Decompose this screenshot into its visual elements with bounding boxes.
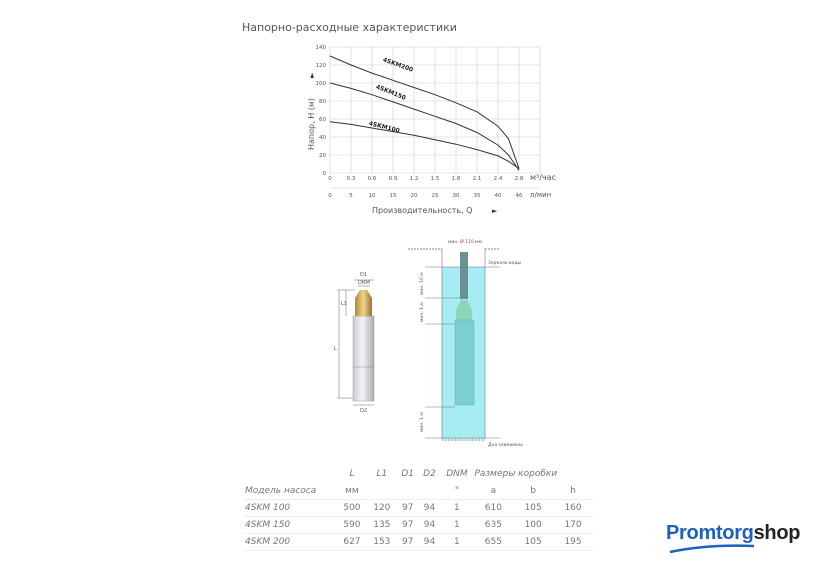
x-tick-label-secondary: 10: [369, 193, 376, 199]
x-tick-label-primary: 2.1: [473, 176, 482, 182]
y-tick-label: 100: [316, 81, 327, 87]
value-cell: 627: [337, 533, 367, 551]
value-cell: 120: [366, 499, 397, 517]
series-line-4SKM200: [329, 55, 520, 169]
label-dnm: DNM: [358, 280, 370, 286]
well-drawing: мин. Ø 110 мм Зеркало воды мин. 10 м мин…: [408, 238, 523, 448]
y-tick-label: 0: [323, 171, 327, 177]
label-min-10m: мин. 10 м: [419, 272, 425, 295]
x-axis-arrow: ►: [492, 207, 498, 215]
x-tick-label-secondary: 46: [516, 193, 523, 199]
label-d1: D1: [360, 272, 367, 278]
performance-chart: 020406080100120140000.350.6100.9151.2201…: [307, 45, 556, 215]
table-row: 4SKM 200 627 153 97 94 1 655 105 195: [243, 533, 593, 551]
value-cell: 590: [337, 516, 367, 534]
label-min-1m-top: мин. 1 м: [419, 302, 425, 322]
value-cell: 94: [418, 516, 441, 534]
x-tick-label-primary: 2.4: [494, 176, 503, 182]
value-cell: 153: [366, 533, 397, 551]
x-tick-label-secondary: 20: [411, 193, 418, 199]
y-tick-label: 80: [319, 99, 326, 105]
label-l1: L1: [341, 301, 347, 307]
table-row: 4SKM 150 590 135 97 94 1 635 100 170: [243, 516, 593, 534]
table-subheader-row: Модель насоса мм " a b h: [243, 483, 593, 500]
x-unit-secondary: л/мин: [530, 191, 551, 199]
y-tick-label: 120: [316, 63, 327, 69]
x-tick-label-primary: 1.2: [410, 176, 419, 182]
label-well-bottom: Дно скважины: [488, 442, 523, 448]
x-tick-label-primary: 0: [328, 176, 332, 182]
promtorgshop-logo[interactable]: Promtorgshop: [666, 522, 800, 554]
col-box-size: Размеры коробки: [474, 469, 558, 479]
y-tick-label: 20: [319, 153, 326, 159]
value-cell: 105: [513, 533, 554, 551]
value-cell: 94: [418, 499, 441, 517]
x-tick-label-primary: 1.8: [452, 176, 461, 182]
value-cell: 100: [513, 516, 554, 534]
label-l: L: [334, 346, 337, 352]
x-tick-label-primary: 0.6: [368, 176, 377, 182]
col-d2: D2: [423, 469, 436, 479]
section-title: Напорно-расходные характеристики: [242, 21, 457, 34]
x-tick-label-secondary: 0: [328, 193, 332, 199]
model-cell: 4SKM 100: [243, 499, 337, 517]
value-cell: 97: [396, 533, 419, 551]
series-line-4SKM150: [329, 82, 520, 171]
x-tick-label-secondary: 5: [349, 193, 353, 199]
spec-table: L L1 D1 D2 DNM Размеры коробки Модель на…: [243, 465, 593, 551]
x-tick-label-primary: 0.3: [347, 176, 356, 182]
table-row: 4SKM 100 500 120 97 94 1 610 105 160: [243, 499, 593, 517]
value-cell: 500: [337, 499, 367, 517]
x-tick-label-secondary: 40: [495, 193, 502, 199]
value-cell: 1: [440, 516, 474, 534]
x-tick-label-secondary: 30: [453, 193, 460, 199]
value-cell: 635: [473, 516, 514, 534]
y-axis-label: Напор, Н (м): [307, 98, 316, 150]
label-min-1m-bottom: мин. 1 м: [419, 412, 425, 432]
value-cell: 1: [440, 499, 474, 517]
value-cell: 105: [513, 499, 554, 517]
value-cell: 195: [553, 533, 593, 551]
x-tick-label-secondary: 15: [390, 193, 397, 199]
x-tick-label-primary: 0.9: [389, 176, 398, 182]
pump-drawing: D1 DNM L1 L D2: [334, 272, 375, 414]
table-header-row: L L1 D1 D2 DNM Размеры коробки: [243, 465, 593, 483]
x-axis-label: Производительность, Q: [372, 206, 472, 215]
pump-diagrams: D1 DNM L1 L D2 мин. Ø 110 мм Зеркало вод…: [334, 238, 523, 448]
value-cell: 655: [473, 533, 514, 551]
value-cell: 160: [553, 499, 593, 517]
value-cell: 610: [473, 499, 514, 517]
y-axis-arrow: ►: [308, 72, 316, 78]
value-cell: 1: [440, 533, 474, 551]
col-l: L: [349, 469, 355, 479]
label-water-level: Зеркало воды: [488, 260, 522, 266]
y-tick-label: 140: [316, 45, 327, 51]
col-dnm: DNM: [446, 469, 468, 479]
label-d2: D2: [360, 408, 367, 414]
series-line-4SKM100: [329, 121, 520, 169]
value-cell: 97: [396, 499, 419, 517]
value-cell: 94: [418, 533, 441, 551]
x-tick-label-secondary: 35: [474, 193, 481, 199]
col-l1: L1: [376, 469, 388, 479]
value-cell: 170: [553, 516, 593, 534]
y-tick-label: 40: [319, 135, 326, 141]
value-cell: 135: [366, 516, 397, 534]
x-tick-label-primary: 1.5: [431, 176, 440, 182]
logo-swoosh: [669, 544, 755, 554]
label-min-diameter: мин. Ø 110 мм: [448, 238, 482, 245]
x-unit-primary: м³/час: [530, 173, 556, 182]
x-tick-label-secondary: 25: [432, 193, 439, 199]
col-d1: D1: [401, 469, 414, 479]
value-cell: 97: [396, 516, 419, 534]
x-tick-label-primary: 2.8: [515, 176, 524, 182]
model-cell: 4SKM 200: [243, 533, 337, 551]
y-tick-label: 60: [319, 117, 326, 123]
model-cell: 4SKM 150: [243, 516, 337, 534]
